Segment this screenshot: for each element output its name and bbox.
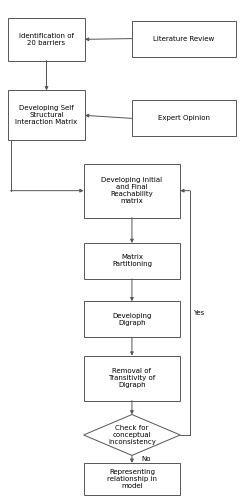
Text: Identification of
20 barriers: Identification of 20 barriers bbox=[19, 33, 74, 46]
Text: Expert Opinion: Expert Opinion bbox=[158, 116, 210, 121]
Text: Yes: Yes bbox=[192, 310, 204, 316]
FancyBboxPatch shape bbox=[84, 463, 180, 496]
FancyBboxPatch shape bbox=[84, 356, 180, 401]
FancyBboxPatch shape bbox=[84, 164, 180, 218]
Polygon shape bbox=[84, 414, 180, 456]
Text: No: No bbox=[142, 456, 151, 462]
Text: Removal of
Transitivity of
Digraph: Removal of Transitivity of Digraph bbox=[108, 368, 156, 388]
FancyBboxPatch shape bbox=[132, 20, 236, 57]
FancyBboxPatch shape bbox=[84, 302, 180, 338]
Text: Matrix
Partitioning: Matrix Partitioning bbox=[112, 254, 152, 268]
Text: Developing
Digraph: Developing Digraph bbox=[112, 313, 152, 326]
Text: Check for
conceptual
inconsistency: Check for conceptual inconsistency bbox=[108, 425, 156, 445]
Text: Developing Self
Structural
Interaction Matrix: Developing Self Structural Interaction M… bbox=[15, 106, 78, 126]
Text: Literature Review: Literature Review bbox=[153, 36, 215, 42]
FancyBboxPatch shape bbox=[8, 18, 85, 60]
FancyBboxPatch shape bbox=[84, 243, 180, 279]
Text: Developing Initial
and Final
Reachability
matrix: Developing Initial and Final Reachabilit… bbox=[101, 177, 163, 204]
FancyBboxPatch shape bbox=[8, 90, 85, 140]
Text: Representing
relationship in
model: Representing relationship in model bbox=[107, 469, 157, 489]
FancyBboxPatch shape bbox=[132, 100, 236, 136]
